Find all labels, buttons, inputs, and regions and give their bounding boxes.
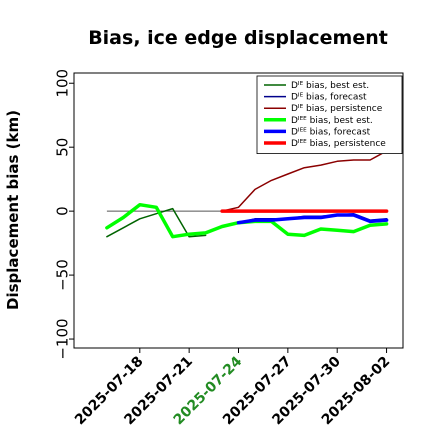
y-ticks: 100 50 0 −50 −100 <box>54 69 74 360</box>
series-group <box>105 150 389 239</box>
legend-box <box>256 75 403 154</box>
chart-title: Bias, ice edge displacement <box>88 27 388 49</box>
series-line-2 <box>221 150 388 212</box>
legend-label: Dᴵᴱ bias, best est. <box>291 81 369 91</box>
y-tick-label: 100 <box>54 69 72 98</box>
series-line-0 <box>106 207 207 238</box>
series-line-4 <box>236 213 389 225</box>
y-tick-label: −50 <box>54 259 72 291</box>
y-tick-label: −100 <box>54 318 72 359</box>
legend-label: Dᴵᴱᴱ bias, persistence <box>291 139 386 149</box>
legend-label: Dᴵᴱᴱ bias, forecast <box>291 127 371 137</box>
y-tick-label: 0 <box>54 206 72 216</box>
legend-label: Dᴵᴱ bias, forecast <box>291 93 367 103</box>
legend: Dᴵᴱ bias, best est.Dᴵᴱ bias, forecastDᴵᴱ… <box>256 75 403 154</box>
y-axis-label: Displacement bias (km) <box>4 110 22 310</box>
y-tick-label: 50 <box>54 138 72 157</box>
x-ticks: 2025-07-182025-07-212025-07-242025-07-27… <box>72 348 393 428</box>
legend-label: Dᴵᴱ bias, persistence <box>291 104 383 114</box>
legend-label: Dᴵᴱᴱ bias, best est. <box>291 116 373 126</box>
